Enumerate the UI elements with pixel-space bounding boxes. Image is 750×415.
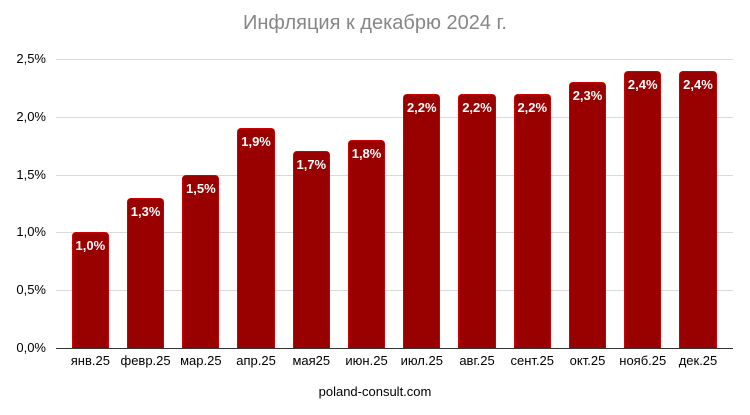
x-axis-tick-label: февр.25 <box>120 353 171 368</box>
gridline <box>56 174 733 176</box>
bar-сент.25: 2,2% <box>513 93 551 348</box>
bar-июн.25: 1,8% <box>347 139 386 348</box>
y-axis-tick-label: 1,0% <box>16 224 46 240</box>
bar-янв.25: 1,0% <box>71 232 109 348</box>
x-axis-tick-label: нояб.25 <box>619 353 667 368</box>
bar-февр.25: 1,3% <box>126 197 165 348</box>
y-axis-tick-label: 1,5% <box>16 166 46 182</box>
x-axis-tick-label: авг.25 <box>459 353 495 368</box>
x-axis-line <box>56 348 733 349</box>
bar-value-label: 2,4% <box>627 76 658 92</box>
y-axis-tick-label: 2,0% <box>16 108 46 124</box>
bar-value-label: 2,2% <box>406 99 437 115</box>
x-axis-tick-label: июн.25 <box>345 353 388 368</box>
gridline <box>56 59 733 60</box>
bar-value-label: 1,9% <box>241 134 271 150</box>
y-axis-tick-label: 0,5% <box>16 282 46 298</box>
x-axis-tick-label: июл.25 <box>400 353 443 368</box>
bar-нояб.25: 2,4% <box>624 70 662 348</box>
gridline <box>56 290 733 292</box>
bar-мая25: 1,7% <box>292 151 330 348</box>
bar-value-label: 1,8% <box>351 145 382 161</box>
bar-value-label: 1,5% <box>186 180 216 196</box>
bar-value-label: 1,7% <box>296 157 327 173</box>
bar-авг.25: 2,2% <box>458 93 496 348</box>
bar-мар.25: 1,5% <box>182 174 220 348</box>
gridline <box>56 232 733 234</box>
x-axis-tick-label: апр.25 <box>236 353 276 368</box>
y-axis-tick-label: 2,5% <box>16 51 46 66</box>
footer-watermark: poland-consult.com <box>318 384 432 399</box>
x-axis-tick-label: дек.25 <box>678 353 718 368</box>
x-axis-tick-label: окт.25 <box>569 353 606 368</box>
bar-value-label: 2,2% <box>517 99 548 115</box>
bar-апр.25: 1,9% <box>237 128 275 348</box>
bar-июл.25: 2,2% <box>403 93 441 348</box>
chart-title: Инфляция к декабрю 2024 г. <box>243 12 507 34</box>
bar-value-label: 2,2% <box>462 99 492 115</box>
bar-value-label: 2,3% <box>572 88 603 104</box>
x-axis-tick-label: янв.25 <box>70 353 110 368</box>
x-axis-tick-label: мар.25 <box>180 353 222 368</box>
bar-value-label: 1,0% <box>75 238 106 254</box>
gridline <box>56 116 733 118</box>
bar-value-label: 1,3% <box>130 203 161 219</box>
y-axis-tick-label: 0,0% <box>16 340 46 355</box>
bar-дек.25: 2,4% <box>679 70 717 348</box>
x-axis-tick-label: мая25 <box>292 353 331 368</box>
bar-value-label: 2,4% <box>683 76 713 92</box>
x-axis-tick-label: сент.25 <box>510 353 555 368</box>
bar-окт.25: 2,3% <box>568 82 607 348</box>
